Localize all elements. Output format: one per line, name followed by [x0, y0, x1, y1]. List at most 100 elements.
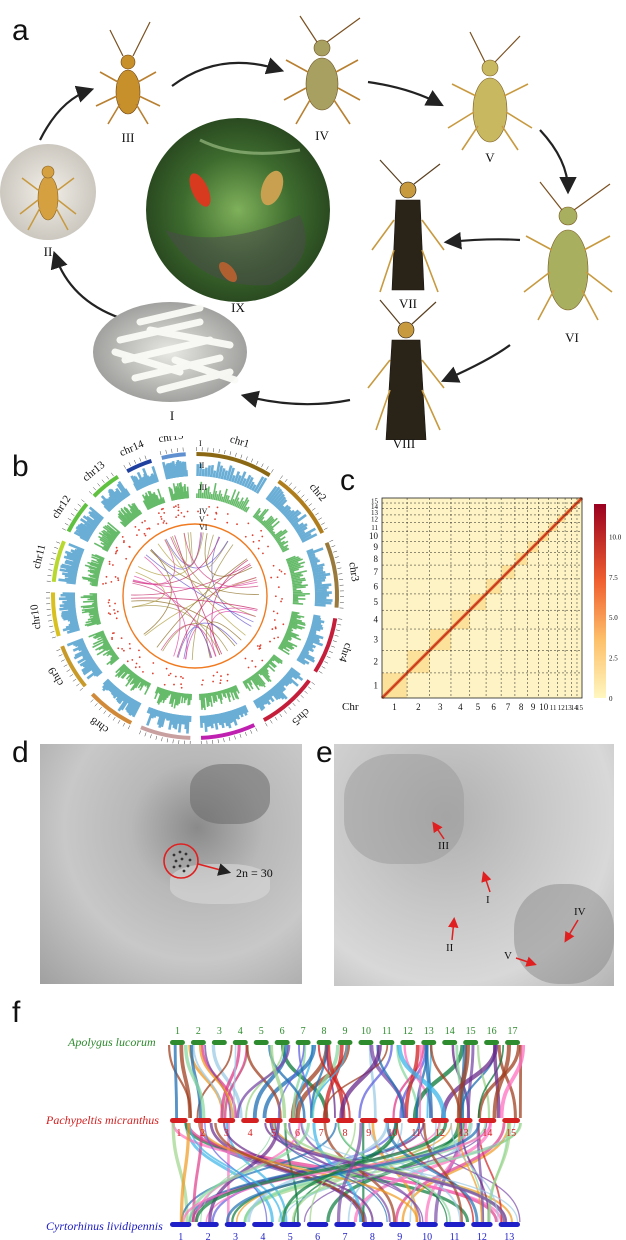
track-III-bar [264, 663, 269, 669]
track-IV-point [115, 550, 118, 553]
track-III-bar [280, 642, 293, 650]
track-II-bar [130, 701, 140, 716]
track-III-bar [242, 499, 250, 511]
track-III-bar [199, 481, 203, 499]
heatmap-ytick: 11 [371, 524, 378, 532]
synteny-ribbon [311, 1044, 348, 1119]
track-III-bar [221, 689, 225, 698]
track-III-bar [218, 493, 223, 502]
tick [90, 699, 94, 703]
track-IV-point [258, 645, 261, 648]
track-II-bar [271, 490, 284, 506]
mid-chrom-9 [359, 1118, 378, 1123]
track-III-bar [264, 518, 275, 529]
track-IV-point [219, 679, 222, 682]
track-II-bar [265, 691, 275, 703]
track-III-bar [91, 559, 103, 565]
synteny-ribbon [183, 1044, 206, 1119]
chromosome-label-chr13: chr13 [80, 459, 107, 484]
chromosome-band-chr6 [200, 723, 256, 740]
track-III-bar [87, 569, 100, 575]
track-label-VI: VI [199, 523, 208, 532]
track-III-bar [157, 688, 165, 705]
track-III-bar [265, 517, 278, 530]
track-II-bar [246, 476, 254, 489]
tick [301, 494, 305, 498]
synteny-ribbon [198, 1122, 419, 1223]
track-III-bar [213, 490, 218, 501]
heatmap-ytick: 13 [371, 509, 379, 517]
track-IV-point [112, 564, 114, 566]
track-IV-point [177, 506, 180, 509]
track-III-bar [285, 632, 302, 641]
heatmap-ytick: 5 [374, 597, 379, 607]
tick [66, 669, 71, 672]
tick [311, 507, 316, 511]
heatmap-ytick: 9 [374, 542, 379, 552]
tick [324, 661, 329, 664]
track-IV-point [146, 527, 149, 530]
track-II-bar [77, 654, 92, 664]
track-III-bar [288, 561, 306, 568]
stage-label-VIII: VIII [392, 436, 416, 451]
track-II-bar [117, 693, 127, 705]
synteny-ribbon [214, 1122, 365, 1223]
tick [50, 558, 55, 560]
tick [296, 699, 300, 703]
track-IV-point [173, 506, 175, 509]
track-II-bar [70, 549, 83, 556]
top-num-16: 16 [487, 1026, 497, 1037]
track-III-bar [272, 655, 283, 665]
track-III-bar [267, 520, 280, 532]
tick [101, 479, 105, 483]
tick [103, 710, 107, 714]
tick [334, 556, 339, 558]
track-III-bar [95, 642, 110, 651]
track-III-bar [88, 566, 101, 572]
track-IV-point [134, 666, 137, 669]
track-II-bar [297, 530, 306, 537]
top-chrom-14 [442, 1040, 458, 1045]
tick [329, 539, 334, 542]
top-num-15: 15 [466, 1026, 476, 1037]
track-IV-point [278, 569, 281, 571]
track-III-bar [154, 686, 161, 700]
tick [161, 737, 163, 742]
track-IV-point [177, 509, 180, 512]
tick [144, 732, 147, 737]
tick [321, 522, 325, 525]
synteny-ribbon [223, 1122, 374, 1223]
track-IV-point [117, 577, 119, 580]
meiosis-label-V: V [504, 950, 512, 962]
track-label-IV: IV [199, 507, 208, 516]
synteny-ribbon [198, 1044, 234, 1119]
track-IV-point [110, 580, 113, 583]
track-II-bar [220, 468, 226, 480]
track-II-bar [69, 618, 78, 623]
track-III-bar [81, 607, 98, 612]
tick [318, 517, 322, 521]
track-III-bar [240, 497, 249, 510]
tick [224, 450, 226, 455]
tick [77, 503, 82, 507]
track-III-bar [281, 641, 295, 650]
top-num-8: 8 [322, 1026, 327, 1037]
track-II-bar [126, 697, 133, 704]
track-VI-link [176, 564, 252, 658]
mid-num-6: 6 [295, 1128, 300, 1139]
heatmap-xtick: 12 [558, 704, 566, 712]
synteny-ribbon [336, 1122, 363, 1223]
track-II-bar [241, 478, 247, 487]
track-III-bar [292, 586, 306, 589]
track-IV-point [226, 513, 229, 515]
track-II-bar [209, 464, 215, 478]
track-III-bar [82, 577, 99, 582]
track-V-line [122, 523, 268, 669]
track-II-bar [313, 576, 327, 581]
heatmap-xtick: 14 [571, 704, 579, 712]
heatmap-ytick: 6 [374, 581, 379, 591]
tick [289, 482, 292, 486]
synteny-ribbon [497, 1044, 517, 1119]
track-III-bar [227, 687, 231, 693]
track-III-bar [166, 690, 171, 699]
